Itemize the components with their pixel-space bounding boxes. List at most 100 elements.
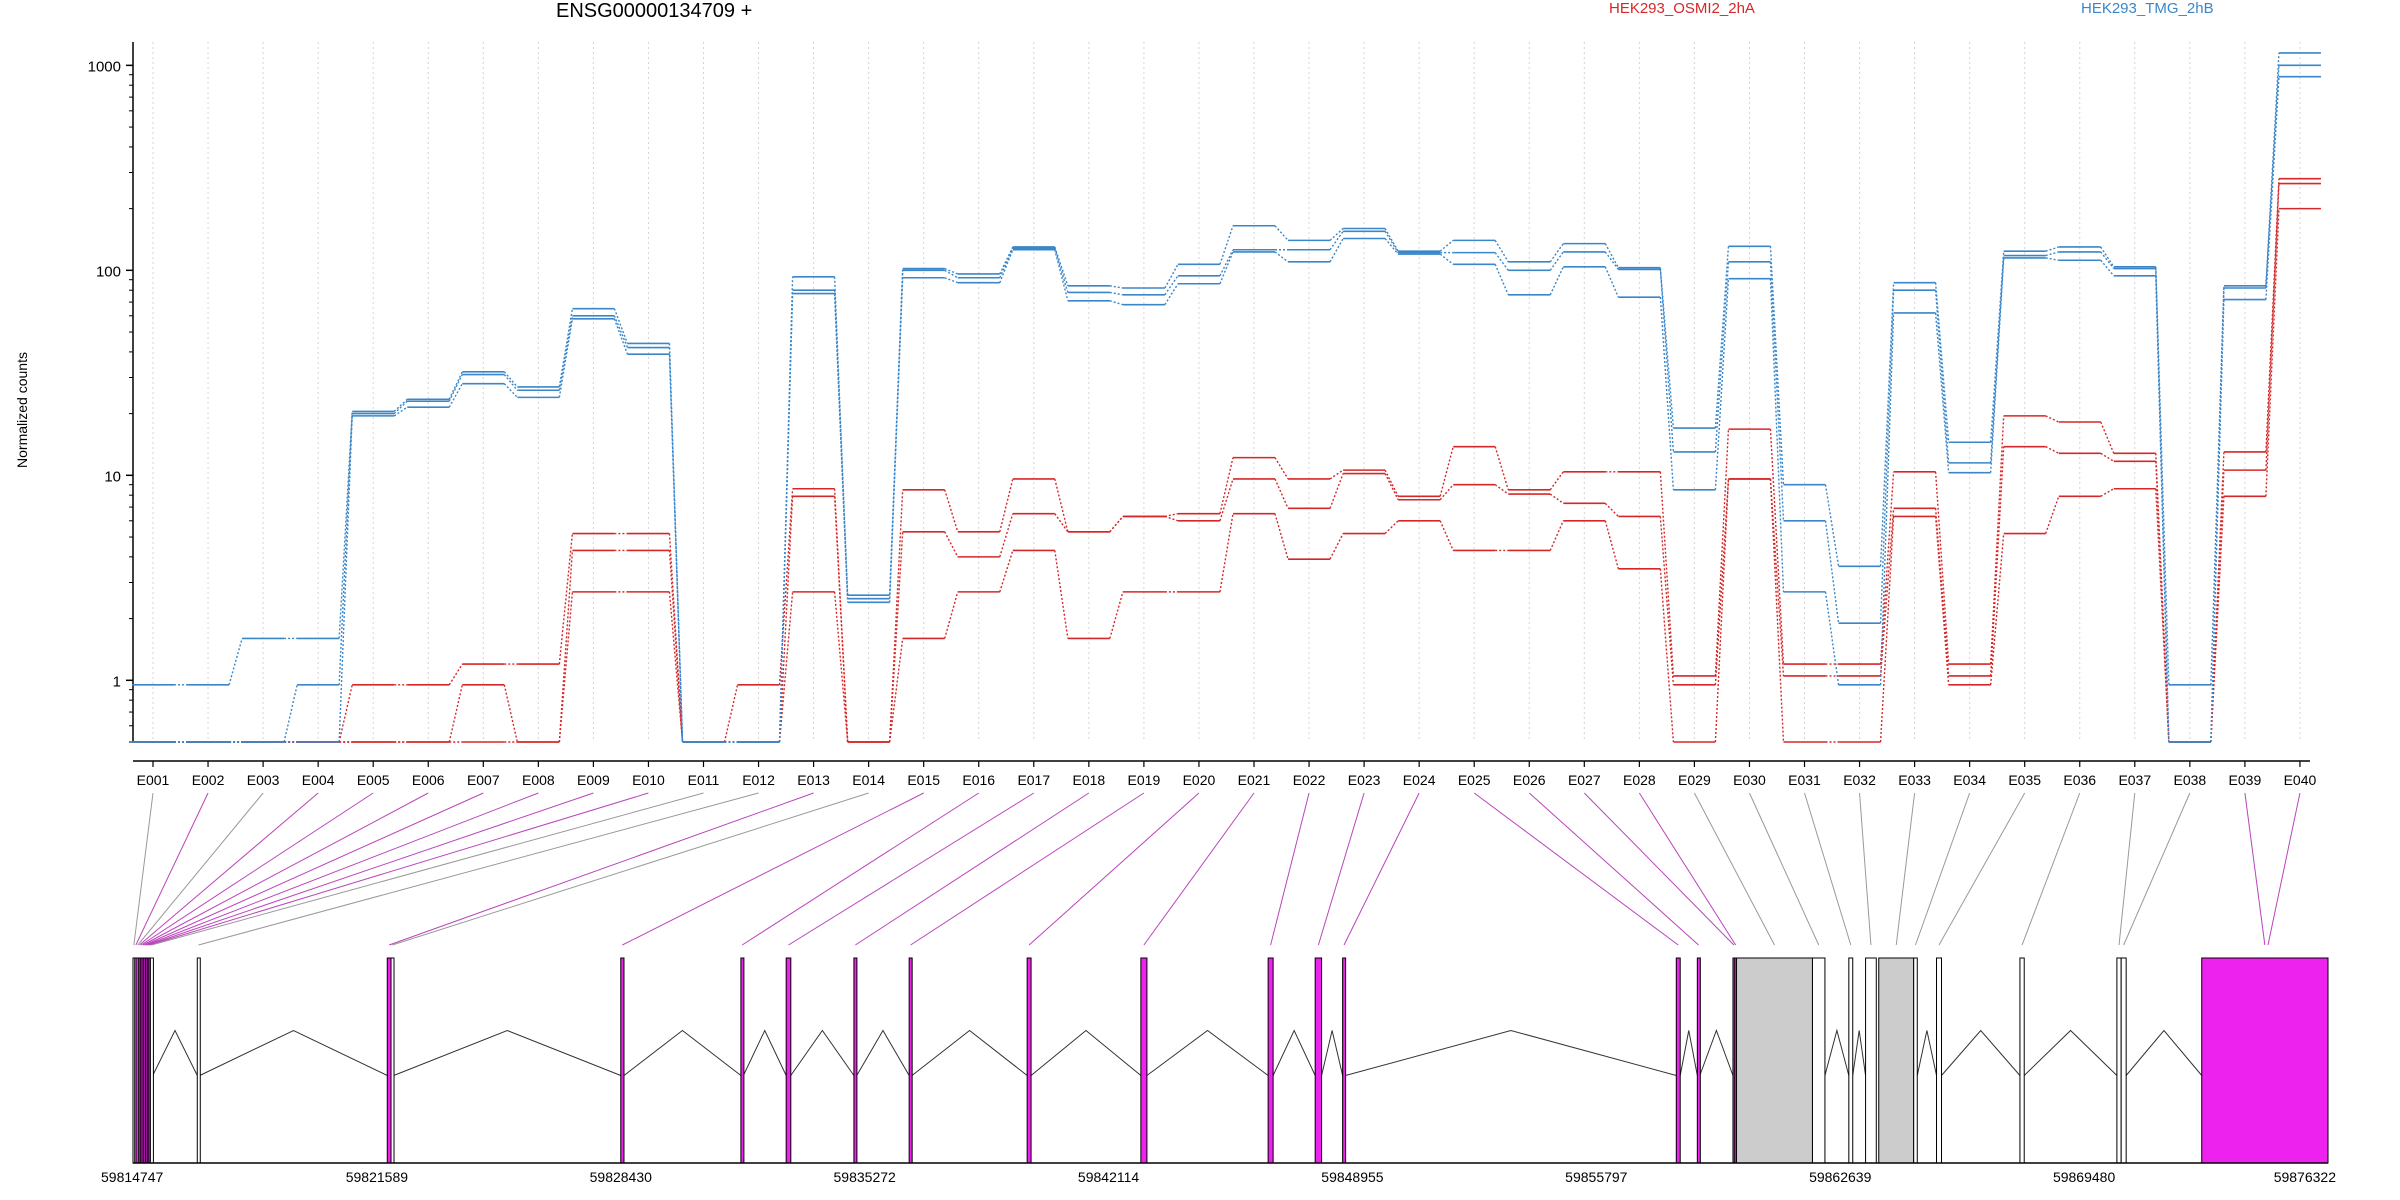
exon-box-e018 [853, 957, 858, 1164]
x-tick-label-e014: E014 [852, 772, 885, 788]
genomic-coordinate-label: 59842114 [1078, 1169, 1139, 1185]
x-tick-label-e023: E023 [1348, 772, 1381, 788]
intron-e020 [1030, 1029, 1142, 1076]
series-line-hek293_tmg_2hb-5 [132, 75, 2321, 743]
exon-link-e023 [1317, 792, 1365, 946]
intron-e034 [1916, 1030, 1938, 1076]
exon-link-e019 [910, 792, 1145, 946]
genomic-coordinate-label: 59835272 [834, 1169, 897, 1185]
x-tick-label-e031: E031 [1788, 772, 1821, 788]
exon-link-e036 [2021, 792, 2081, 946]
genomic-coordinate-label: 59821589 [346, 1169, 409, 1185]
genomic-coordinate-label: 59828430 [590, 1169, 653, 1185]
exon-link-e039 [2244, 792, 2266, 946]
exon-link-e030 [1748, 792, 1820, 946]
exon-link-e024 [1343, 792, 1420, 946]
x-tick-label-e002: E002 [192, 772, 225, 788]
exon-link-e017 [788, 792, 1035, 946]
exon-link-e026 [1528, 792, 1699, 946]
exon-box-e022 [1267, 957, 1274, 1164]
genomic-coordinate-label: 59848955 [1321, 1169, 1384, 1185]
exon-box-e026 [1696, 957, 1701, 1164]
intron-e025 [1679, 1030, 1698, 1076]
x-tick-label-e015: E015 [907, 772, 940, 788]
intron-e030 [1824, 1028, 1850, 1076]
x-tick-label-e013: E013 [797, 772, 830, 788]
exon-link-e031 [1804, 792, 1852, 946]
exon-link-e029 [1693, 792, 1775, 946]
y-tick-label-1: 1 [113, 673, 121, 690]
exon-link-e022 [1270, 792, 1310, 946]
series-line-hek293_osmi2_2ha-2 [132, 207, 2321, 743]
exon-link-e001 [133, 792, 154, 946]
exon-box-e039 [2201, 957, 2329, 1164]
exon-box-e025 [1675, 957, 1681, 1164]
x-tick-label-e018: E018 [1072, 772, 1105, 788]
exon-box-e017 [785, 957, 792, 1164]
intron-e022 [1272, 1029, 1316, 1076]
exon-box-e020 [1026, 957, 1032, 1164]
exon-box-e035 [1936, 957, 1943, 1164]
exon-links [133, 792, 2301, 946]
exon-box-e013 [386, 957, 392, 1164]
exon-link-e033 [1895, 792, 1916, 946]
x-tick-label-e022: E022 [1293, 772, 1326, 788]
exon-box-e031 [1848, 957, 1854, 1164]
intron-e031 [1852, 1030, 1867, 1076]
chart-title: ENSG00000134709 + [556, 0, 753, 22]
legend-entry-tmg: HEK293_TMG_2hB [2081, 0, 2214, 17]
exon-box-e038 [2120, 957, 2127, 1164]
exon-box-e023 [1314, 957, 1323, 1164]
x-tick-label-e007: E007 [467, 772, 500, 788]
x-tick-label-e020: E020 [1183, 772, 1216, 788]
x-tick-label-e038: E038 [2173, 772, 2206, 788]
series-lines [132, 52, 2321, 743]
intron-e011 [152, 1029, 198, 1076]
intron-e035 [1941, 1029, 2021, 1076]
exon-link-e038 [2123, 792, 2191, 946]
genomic-coordinate-label: 59862639 [1809, 1169, 1872, 1185]
exon-box-e029 [1736, 957, 1813, 1164]
exon-link-e014 [392, 792, 869, 946]
genomic-coordinate-label: 59876322 [2274, 1169, 2337, 1185]
intron-e024 [1345, 1029, 1677, 1076]
exon-box-e019 [908, 957, 913, 1164]
exon-link-e028 [1638, 792, 1737, 946]
exon-link-e012 [198, 792, 759, 946]
exon-box-e037 [2116, 957, 2122, 1164]
genomic-coordinate-label: 59814747 [101, 1169, 164, 1185]
intron-e015 [623, 1029, 742, 1076]
x-tick-label-e037: E037 [2118, 772, 2151, 788]
x-tick-label-e035: E035 [2008, 772, 2041, 788]
exon-box-e012 [196, 957, 201, 1164]
exon-link-e016 [741, 792, 980, 946]
genomic-coordinate-label: 59855797 [1565, 1169, 1628, 1185]
intron-e012 [199, 1029, 388, 1076]
exon-link-e009 [147, 792, 594, 946]
exon-link-e010 [149, 792, 649, 946]
x-tick-label-e033: E033 [1898, 772, 1931, 788]
gene-model [132, 957, 2329, 1164]
series-connector-hek293_osmi2_2ha-1 [174, 183, 2280, 743]
intron-e038 [2125, 1029, 2203, 1076]
x-tick-label-e026: E026 [1513, 772, 1546, 788]
intron-e026 [1699, 1029, 1734, 1076]
y-tick-label-1000: 1000 [88, 58, 121, 75]
x-tick-label-e017: E017 [1017, 772, 1050, 788]
x-tick-label-e029: E029 [1678, 772, 1711, 788]
genomic-coordinate-label: 59869480 [2053, 1169, 2116, 1185]
x-tick-label-e034: E034 [1953, 772, 1986, 788]
exon-box-e014 [390, 957, 395, 1164]
x-tick-label-e028: E028 [1623, 772, 1656, 788]
x-tick-label-e030: E030 [1733, 772, 1766, 788]
x-tick-label-e027: E027 [1568, 772, 1601, 788]
exon-box-e016 [740, 957, 745, 1164]
intron-e019 [911, 1029, 1028, 1076]
exon-link-e008 [146, 792, 539, 946]
x-tick-label-e025: E025 [1458, 772, 1491, 788]
x-tick-label-e024: E024 [1403, 772, 1436, 788]
series-line-hek293_tmg_2hb-4 [132, 64, 2321, 743]
exon-link-e020 [1028, 792, 1200, 946]
exon-link-e015 [622, 792, 924, 946]
